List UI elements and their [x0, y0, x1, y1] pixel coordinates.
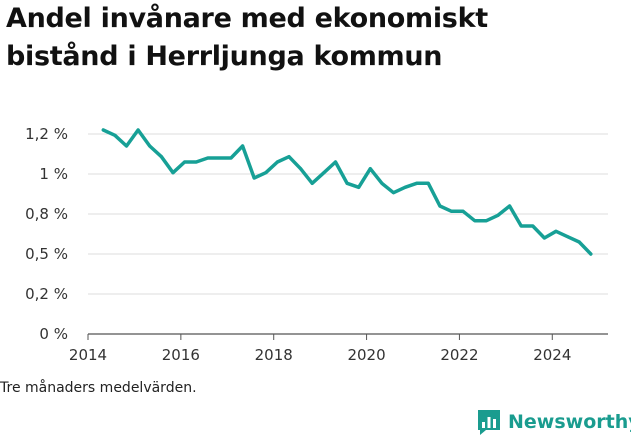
data-point: [159, 155, 163, 159]
data-point: [264, 171, 268, 175]
data-point: [194, 160, 198, 164]
gridlines: [88, 133, 608, 335]
brand-logo[interactable]: Newsworthy: [476, 405, 631, 439]
data-point: [415, 181, 419, 185]
data-point: [357, 185, 361, 189]
data-point: [275, 160, 279, 164]
data-point: [577, 240, 581, 244]
data-point: [380, 181, 384, 185]
x-tick-label: 2014: [69, 346, 107, 364]
data-point: [229, 156, 233, 160]
data-point: [252, 176, 256, 180]
series-line: [101, 128, 593, 256]
data-point: [473, 219, 477, 223]
y-tick-label: 1,2 %: [25, 125, 68, 143]
data-point: [554, 229, 558, 233]
x-tick-label: 2022: [440, 346, 478, 364]
data-point: [136, 128, 140, 132]
data-point: [426, 181, 430, 185]
data-point: [171, 171, 175, 175]
data-point: [450, 209, 454, 213]
data-point: [508, 204, 512, 208]
data-point: [217, 156, 221, 160]
data-point: [183, 160, 187, 164]
data-point: [310, 181, 314, 185]
y-tick-label: 0,8 %: [25, 205, 68, 223]
data-point: [403, 185, 407, 189]
series-layer: [101, 128, 593, 256]
data-point: [519, 224, 523, 228]
data-point: [322, 171, 326, 175]
data-point: [101, 128, 105, 132]
data-point: [206, 156, 210, 160]
data-point: [461, 209, 465, 213]
data-point: [299, 167, 303, 171]
chart-note: Tre månaders medelvärden.: [0, 380, 197, 396]
y-tick-label: 0,2 %: [25, 285, 68, 303]
data-point: [287, 155, 291, 159]
data-point: [148, 144, 152, 148]
y-tick-label: 0,5 %: [25, 245, 68, 263]
y-axis-tick-labels: 0 % 0,2 % 0,5 % 0,8 % 1 % 1,2 %: [25, 125, 68, 343]
data-point: [496, 213, 500, 217]
data-point: [345, 181, 349, 185]
brand-name: Newsworthy: [508, 411, 631, 433]
data-point: [125, 144, 129, 148]
x-tick-label: 2020: [347, 346, 385, 364]
data-point: [113, 133, 117, 137]
line-chart: 0 %0,2 %0,5 %0,8 %1 %1,2 % 2014 2016 2018 2…: [25, 125, 608, 364]
y-tick-label: 0 %: [39, 325, 68, 343]
data-point: [542, 236, 546, 240]
data-point: [333, 160, 337, 164]
newsworthy-logo-icon: [478, 410, 500, 435]
data-point: [531, 224, 535, 228]
data-point: [484, 219, 488, 223]
data-point: [566, 235, 570, 239]
data-point: [589, 252, 593, 256]
data-point: [241, 144, 245, 148]
chart-title: Andel invånare med ekonomiskt bistånd i …: [6, 3, 488, 72]
data-point: [438, 204, 442, 208]
x-tick-label: 2024: [533, 346, 571, 364]
x-axis-tick-labels: 2014 2016 2018 2020 2022 2024: [69, 334, 571, 364]
data-point: [368, 167, 372, 171]
data-point: [392, 191, 395, 195]
x-tick-label: 2018: [255, 346, 293, 364]
y-tick-label: 1 %: [39, 165, 68, 183]
x-tick-label: 2016: [162, 346, 200, 364]
